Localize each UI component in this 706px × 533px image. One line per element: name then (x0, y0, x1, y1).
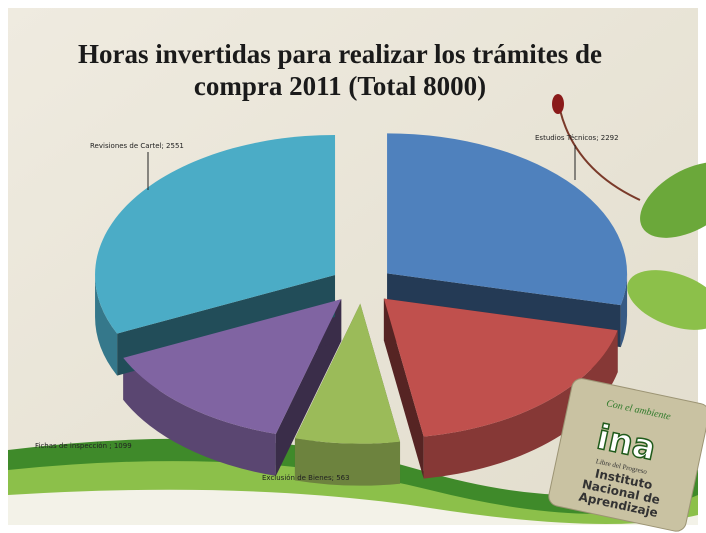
data-label: Exclusión de Bienes; 563 (262, 474, 350, 482)
chart-title: Horas invertidas para realizar los trámi… (40, 38, 640, 102)
data-label: Estudios Técnicos; 2292 (535, 134, 619, 142)
data-label: Revisiones de Cartel; 2551 (90, 142, 184, 150)
slide: Estudios Técnicos; 2292Criterios Técnico… (0, 0, 706, 533)
data-label: Fichas de inspección ; 1099 (35, 442, 132, 450)
